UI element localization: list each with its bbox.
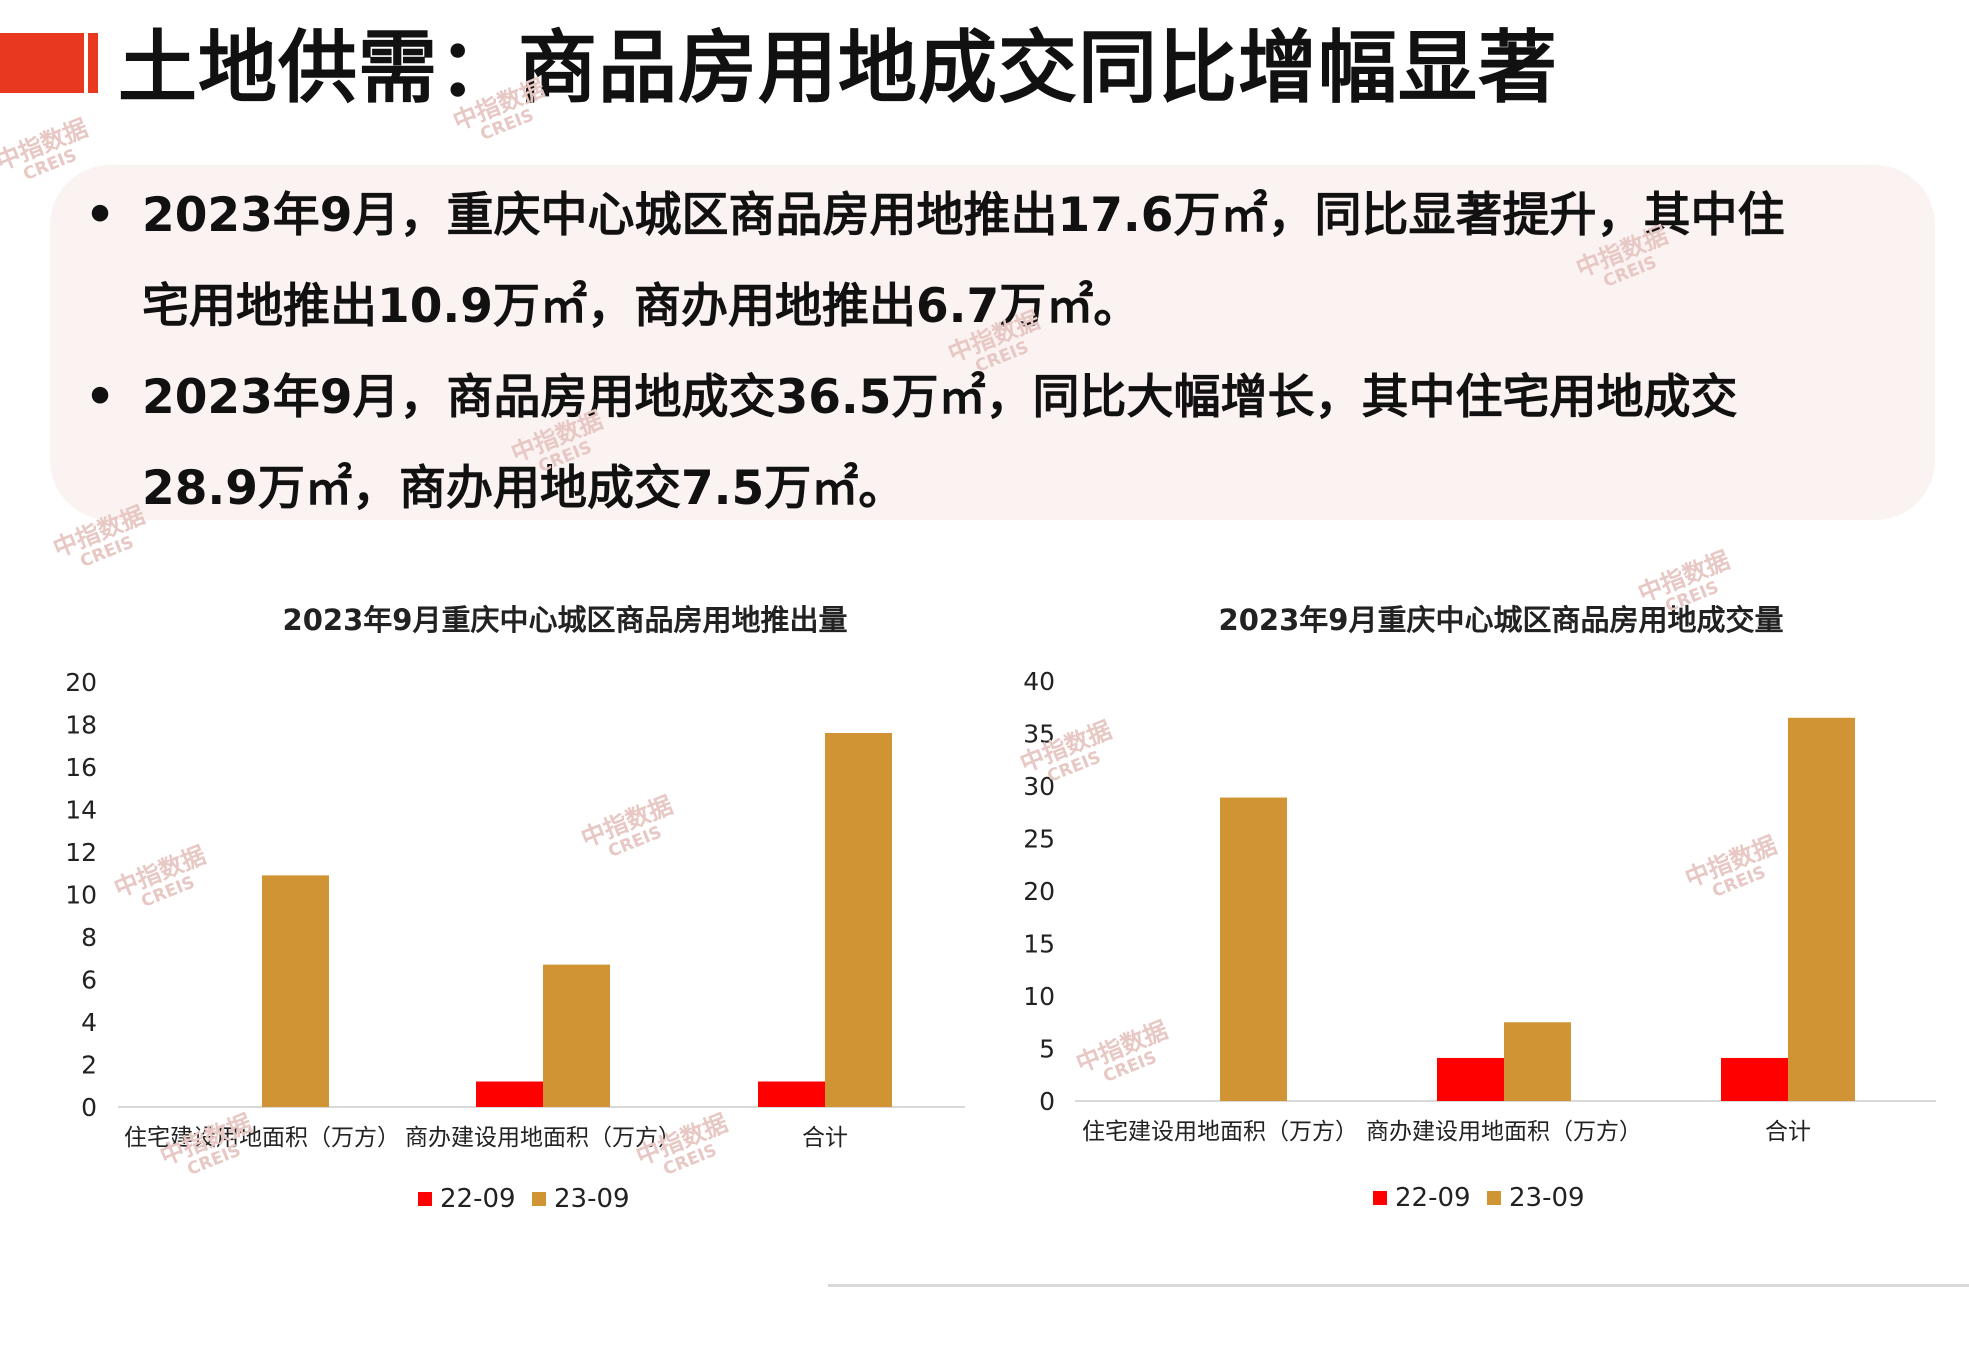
y-tick-label: 15 <box>1023 930 1055 959</box>
y-tick-label: 25 <box>1023 825 1055 854</box>
bar-23-09 <box>1504 1022 1571 1101</box>
y-tick-label: 10 <box>1023 982 1055 1011</box>
y-tick-label: 12 <box>65 838 97 867</box>
bar-23-09 <box>262 875 329 1107</box>
y-tick-label: 20 <box>1023 877 1055 906</box>
y-tick-label: 16 <box>65 753 97 782</box>
y-tick-label: 2 <box>81 1051 97 1080</box>
y-tick-label: 5 <box>1039 1035 1055 1064</box>
legend-swatch <box>418 1192 432 1206</box>
bar-22-09 <box>476 1081 543 1107</box>
category-label: 住宅建设用地面积（万方） <box>1082 1119 1358 1145</box>
title-accent-bar <box>0 33 84 93</box>
summary-panel <box>50 165 1935 520</box>
category-label: 商办建设用地面积（万方） <box>405 1125 681 1151</box>
y-tick-label: 30 <box>1023 772 1055 801</box>
y-tick-label: 40 <box>1023 667 1055 696</box>
chart-title: 2023年9月重庆中心城区商品房用地推出量 <box>283 603 848 637</box>
y-tick-label: 10 <box>65 881 97 910</box>
bar-22-09 <box>1437 1057 1504 1101</box>
category-label: 合计 <box>802 1125 848 1151</box>
bar-22-09 <box>758 1081 825 1107</box>
chart-title: 2023年9月重庆中心城区商品房用地成交量 <box>1219 603 1784 637</box>
bullet-1-line-1: 2023年9月，重庆中心城区商品房用地推出17.6万㎡，同比显著提升，其中住 <box>142 188 1785 243</box>
category-label: 商办建设用地面积（万方） <box>1366 1119 1642 1145</box>
bar-23-09 <box>825 733 892 1107</box>
y-tick-label: 20 <box>65 668 97 697</box>
bar-23-09 <box>1220 797 1287 1101</box>
bullet-dot: • <box>84 188 116 243</box>
legend-label: 22-09 <box>440 1184 516 1214</box>
y-tick-label: 18 <box>65 711 97 740</box>
legend-label: 22-09 <box>1395 1183 1471 1213</box>
legend-swatch <box>1373 1191 1387 1205</box>
bar-22-09 <box>1721 1057 1788 1101</box>
category-label: 住宅建设用地面积（万方） <box>124 1125 400 1151</box>
y-tick-label: 0 <box>1039 1087 1055 1116</box>
bullet-1-line-2: 宅用地推出10.9万㎡，商办用地推出6.7万㎡。 <box>142 279 1141 334</box>
y-tick-label: 14 <box>65 796 97 825</box>
legend-label: 23-09 <box>1509 1183 1585 1213</box>
y-tick-label: 8 <box>81 923 97 952</box>
page-title: 土地供需：商品房用地成交同比增幅显著 <box>118 22 1558 114</box>
legend-swatch <box>1487 1191 1501 1205</box>
bar-23-09 <box>1788 717 1855 1101</box>
legend-swatch <box>532 1192 546 1206</box>
bullet-2-line-2: 28.9万㎡，商办用地成交7.5万㎡。 <box>142 461 906 516</box>
y-tick-label: 6 <box>81 966 97 995</box>
bullet-dot: • <box>84 370 116 425</box>
bar-23-09 <box>543 964 610 1107</box>
category-label: 合计 <box>1765 1119 1811 1145</box>
bullet-2-line-1: 2023年9月，商品房用地成交36.5万㎡，同比大幅增长，其中住宅用地成交 <box>142 370 1738 425</box>
legend-label: 23-09 <box>554 1184 630 1214</box>
y-tick-label: 35 <box>1023 720 1055 749</box>
y-tick-label: 0 <box>81 1093 97 1122</box>
y-tick-label: 4 <box>81 1008 97 1037</box>
title-accent-tick <box>88 33 98 93</box>
footer-divider <box>828 1284 1969 1287</box>
